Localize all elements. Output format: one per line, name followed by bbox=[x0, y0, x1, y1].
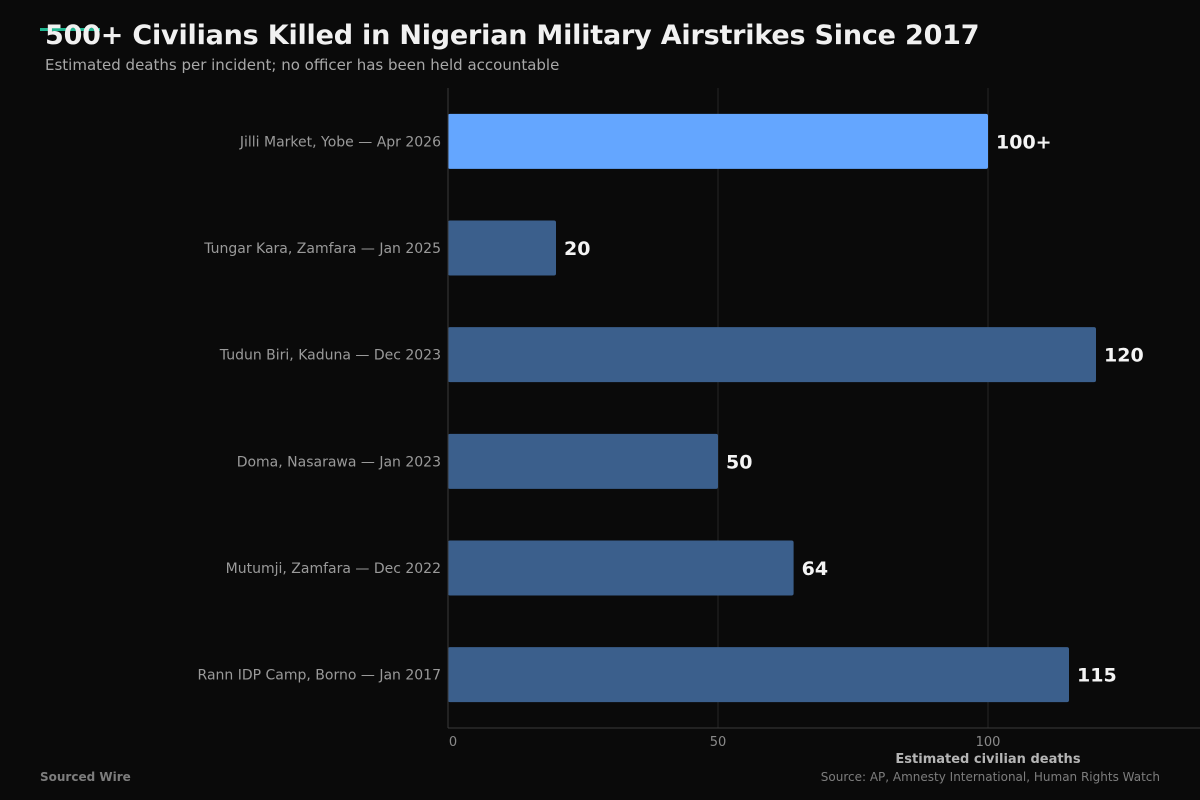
source-note: Source: AP, Amnesty International, Human… bbox=[820, 770, 1160, 784]
grid-layer bbox=[717, 88, 989, 728]
value-label: 100+ bbox=[996, 131, 1052, 153]
value-label: 120 bbox=[1104, 345, 1144, 367]
category-label: Tungar Kara, Zamfara — Jan 2025 bbox=[203, 241, 441, 257]
bar bbox=[448, 220, 556, 276]
category-label: Mutumji, Zamfara — Dec 2022 bbox=[226, 561, 441, 577]
axis-layer: 0 50 100 Estimated civilian deaths bbox=[447, 88, 1200, 767]
value-label: 20 bbox=[564, 238, 590, 260]
accent-line bbox=[40, 28, 100, 31]
bar bbox=[448, 327, 1096, 383]
value-label: 50 bbox=[726, 451, 752, 473]
chart-title: 500+ Civilians Killed in Nigerian Milita… bbox=[45, 20, 980, 51]
category-label: Rann IDP Camp, Borno — Jan 2017 bbox=[198, 668, 441, 684]
labels-layer: Jilli Market, Yobe — Apr 2026 100+ Tungar … bbox=[198, 131, 1144, 686]
x-tick-label: 0 bbox=[449, 735, 457, 750]
bar bbox=[448, 647, 1069, 703]
x-axis-label: Estimated civilian deaths bbox=[895, 752, 1080, 767]
category-label: Doma, Nasarawa — Jan 2023 bbox=[237, 454, 441, 470]
bar bbox=[448, 540, 794, 596]
x-tick-label: 50 bbox=[710, 735, 727, 750]
value-label: 64 bbox=[802, 558, 828, 580]
category-label: Tudun Biri, Kaduna — Dec 2023 bbox=[219, 348, 441, 364]
x-tick-label: 100 bbox=[976, 735, 1001, 750]
chart-subtitle: Estimated deaths per incident; no office… bbox=[45, 56, 560, 74]
value-label: 115 bbox=[1077, 665, 1117, 687]
brand-name: Sourced Wire bbox=[40, 770, 131, 784]
bar bbox=[448, 433, 718, 489]
bar bbox=[448, 113, 988, 169]
bars-layer bbox=[448, 113, 1096, 703]
category-label: Jilli Market, Yobe — Apr 2026 bbox=[239, 134, 441, 150]
